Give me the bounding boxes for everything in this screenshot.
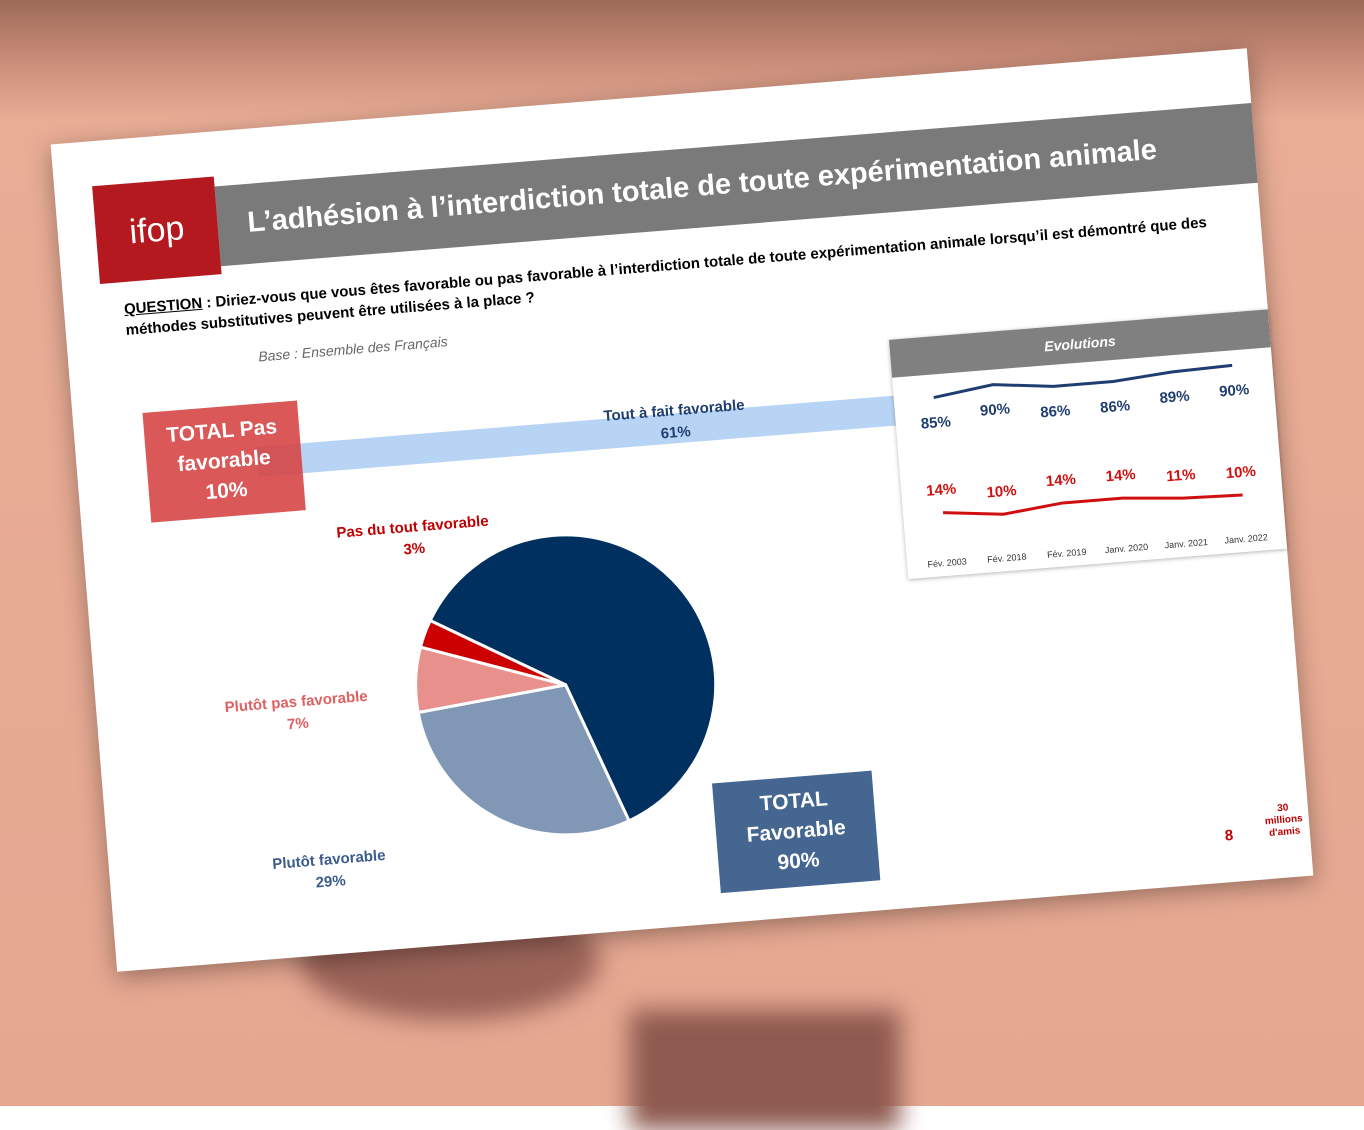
- page-number: 8: [1224, 827, 1234, 845]
- value-label: 85%: [920, 413, 951, 432]
- evolutions-panel: Evolutions 85%90%86%86%89%90%14%10%14%14…: [889, 309, 1287, 579]
- logo: ifop: [92, 176, 221, 283]
- x-tick-label: Janv. 2022: [1224, 532, 1268, 545]
- x-tick-label: Fév. 2018: [987, 552, 1027, 565]
- page: ifop L’adhésion à l’interdiction totale …: [0, 0, 1364, 1106]
- value-label: 11%: [1166, 466, 1196, 485]
- total-unfavorable: TOTAL Pas favorable 10%: [142, 401, 305, 523]
- value-label: 10%: [1225, 463, 1256, 482]
- value-label: 14%: [926, 480, 957, 499]
- question-label: QUESTION: [123, 295, 202, 318]
- base: Base : Ensemble des Français: [258, 333, 449, 364]
- x-tick-label: Janv. 2021: [1164, 537, 1208, 550]
- x-tick-label: Fév. 2019: [1047, 547, 1087, 560]
- value-label: 90%: [1219, 381, 1250, 400]
- slide: ifop L’adhésion à l’interdiction totale …: [51, 48, 1314, 972]
- x-tick-label: Janv. 2020: [1104, 542, 1148, 555]
- value-label: 14%: [1105, 466, 1136, 485]
- value-label: 14%: [1045, 471, 1076, 490]
- value-label: 86%: [1040, 402, 1071, 421]
- value-label: 90%: [979, 400, 1010, 419]
- value-label: 10%: [986, 482, 1017, 501]
- partner-logo: 30 millions d'amis: [1257, 801, 1310, 841]
- line-chart: 85% 90% 86% 86% 89% 90% 14% 10% 14% 14% 11% 10% Fév.…: [892, 347, 1287, 579]
- x-tick-label: Fév. 2003: [927, 556, 967, 569]
- value-label: 86%: [1099, 397, 1130, 416]
- value-label: 89%: [1159, 388, 1190, 407]
